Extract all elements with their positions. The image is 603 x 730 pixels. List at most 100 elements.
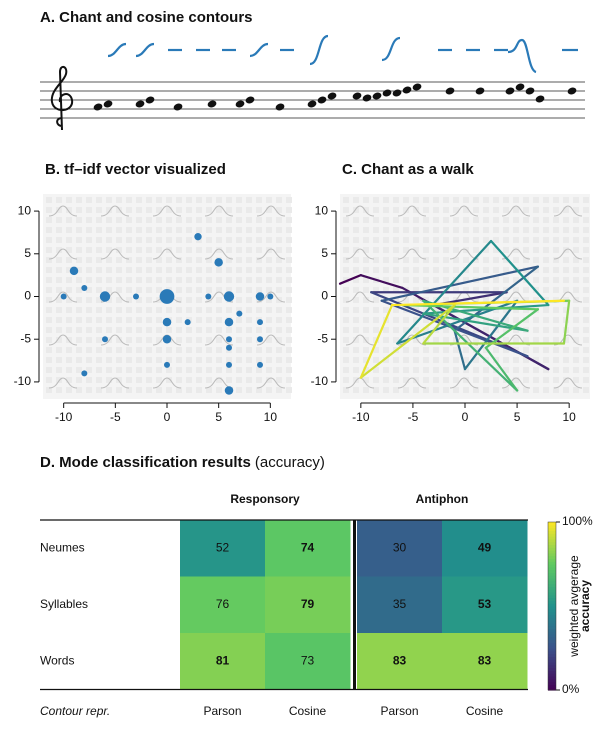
bubble [223, 291, 235, 302]
background-dot [403, 227, 409, 233]
bubble [226, 344, 232, 351]
bubble [257, 336, 263, 343]
background-dot [433, 367, 439, 373]
background-dot [443, 307, 449, 313]
background-dot [393, 357, 399, 363]
background-dot [126, 297, 132, 303]
background-dot [513, 197, 519, 203]
background-dot [383, 377, 389, 383]
heatmap-cell [442, 520, 528, 577]
background-dot [76, 367, 82, 373]
background-dot [126, 237, 132, 243]
background-dot [246, 227, 252, 233]
background-dot [286, 377, 292, 383]
background-dot [226, 307, 232, 313]
background-dot [56, 307, 62, 313]
background-dot [196, 377, 202, 383]
background-contour [48, 334, 78, 346]
background-dot [106, 297, 112, 303]
background-dot [186, 297, 192, 303]
background-dot [403, 357, 409, 363]
note-head [515, 83, 525, 91]
colorbar-step [548, 678, 556, 683]
colorbar-step [548, 628, 556, 632]
background-dot [166, 307, 172, 313]
background-dot [543, 267, 549, 273]
background-dot [473, 217, 479, 223]
background-dot [56, 237, 62, 243]
background-dot [583, 387, 589, 393]
background-dot [86, 347, 92, 353]
background-dot [46, 337, 52, 343]
note-head [402, 86, 412, 94]
background-dot [176, 267, 182, 273]
background-dot [423, 267, 429, 273]
background-dot [46, 347, 52, 353]
background-dot [433, 217, 439, 223]
note-head [392, 89, 402, 97]
background-dot [256, 247, 262, 253]
background-dot [276, 327, 282, 333]
background-dot [156, 227, 162, 233]
background-dot [393, 387, 399, 393]
background-dot [226, 377, 232, 383]
background-dot [166, 237, 172, 243]
background-contour [397, 205, 427, 217]
background-dot [206, 267, 212, 273]
colorbar-step [548, 583, 556, 587]
background-dot [373, 217, 379, 223]
background-dot [423, 227, 429, 233]
background-dot [86, 357, 92, 363]
background-dot [373, 257, 379, 263]
y-tick-label: 0 [321, 289, 328, 303]
background-dot [513, 227, 519, 233]
background-dot [403, 297, 409, 303]
background-dot [236, 217, 242, 223]
background-dot [196, 267, 202, 273]
background-dot [116, 247, 122, 253]
background-dot [276, 237, 282, 243]
background-dot [186, 217, 192, 223]
background-dot [86, 367, 92, 373]
colorbar-step [548, 541, 556, 545]
background-dot [493, 227, 499, 233]
background-dot [216, 197, 222, 203]
x-tick-label: -10 [55, 410, 73, 424]
background-contour [256, 205, 286, 217]
background-dot [66, 327, 72, 333]
x-tick-label: 0 [164, 410, 171, 424]
background-dot [256, 237, 262, 243]
background-dot [503, 227, 509, 233]
heatmap-cell [265, 633, 351, 690]
contour-glyphs [107, 34, 578, 74]
column-label: Cosine [289, 704, 327, 718]
background-dot [216, 267, 222, 273]
background-dot [266, 317, 272, 323]
background-dot [573, 357, 579, 363]
background-dot [533, 327, 539, 333]
background-dot [96, 337, 102, 343]
colorbar-step [548, 622, 556, 627]
panel-title: D. Mode classification results (accuracy) [40, 454, 325, 471]
cell-label: 81 [216, 653, 230, 667]
background-dot [266, 337, 272, 343]
background-dot [96, 307, 102, 313]
y-tick-label: 5 [24, 246, 31, 260]
background-dot [443, 357, 449, 363]
background-dot [533, 337, 539, 343]
background-dot [453, 367, 459, 373]
background-dot [46, 377, 52, 383]
background-dot [276, 197, 282, 203]
background-dot [353, 257, 359, 263]
y-tick-label: -10 [14, 374, 32, 388]
note-head [535, 95, 545, 103]
background-contour [152, 377, 182, 389]
background-dot [423, 327, 429, 333]
heatmap-cell [265, 576, 351, 634]
colorbar-tick-label: 100% [562, 514, 593, 528]
background-dot [543, 317, 549, 323]
background-dot [136, 247, 142, 253]
background-dot [443, 367, 449, 373]
note-head [245, 96, 255, 104]
walk-segment [453, 329, 467, 371]
